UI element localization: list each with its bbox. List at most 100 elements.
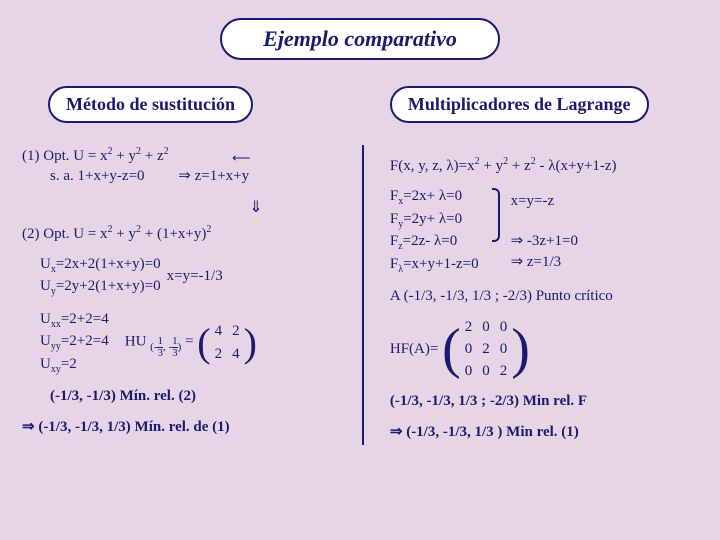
c1-text: (-1/3, -1/3, 1/3 ; -2/3) Min rel. F — [390, 393, 587, 409]
sup: 2 — [164, 146, 169, 157]
Uxxv: =2+2=4 — [61, 311, 109, 327]
frac-d: 3 — [157, 347, 163, 359]
opt1-a: (1) Opt. U = x — [22, 148, 108, 164]
frac-n: 1 — [157, 336, 163, 347]
F-results: x=y=-z ⇒ -3z+1=0 ⇒ z=1/3 — [511, 191, 578, 272]
opt1: (1) Opt. U = x2 + y2 + z2 ⟵ s. a. 1+x+y-… — [22, 145, 370, 187]
divider — [362, 145, 364, 445]
opt1-sa: s. a. 1+x+y-z=0 — [50, 168, 145, 184]
conclusion-1: (-1/3, -1/3, 1/3 ; -2/3) Min rel. F — [390, 391, 698, 411]
Fz: F — [390, 233, 398, 249]
Uyv: =2y+2(1+x+y)=0 — [56, 278, 161, 294]
matrix-2x2: ( 4 2 2 4 ) — [197, 321, 257, 364]
m3-00: 2 — [465, 317, 473, 337]
c2-text: ⇒ (-1/3, -1/3, 1/3 ) Min rel. (1) — [390, 424, 579, 440]
sub: xy — [51, 364, 61, 375]
left-column: Método de sustitución (1) Opt. U = x 2 + … — [22, 86, 380, 452]
ux-uy: Ux=2x+2(1+x+y)=0 Uy=2y+2(1+x+y)=0 — [40, 254, 161, 299]
critical-point: A (-1/3, -1/3, 1/3 ; -2/3) Punto crítico — [390, 286, 698, 306]
Fzv: =2z- λ=0 — [403, 233, 458, 249]
m3-21: 0 — [482, 361, 490, 381]
opt1-b: + y — [113, 148, 136, 164]
down-arrow-icon: ⇓ — [142, 197, 370, 217]
HU-eq: = — [185, 334, 193, 350]
m2-01: 2 — [232, 321, 240, 341]
first-derivs: Ux=2x+2(1+x+y)=0 Uy=2y+2(1+x+y)=0 x=y=-1… — [40, 254, 370, 299]
opt2-b: + y — [113, 226, 136, 242]
opt2: (2) Opt. U = x2 + y2 + (1+x+y)2 — [22, 223, 370, 244]
Fl: F — [390, 256, 398, 272]
Uxyv: =2 — [61, 356, 77, 372]
m3-12: 0 — [500, 339, 508, 359]
HU-label: HU — [125, 334, 147, 350]
bracket-right-icon: ) — [244, 325, 257, 361]
brace-icon — [492, 188, 500, 242]
r3: ⇒ z=1/3 — [511, 254, 562, 270]
opt1-c: + z — [141, 148, 164, 164]
m2-text: (-1/3, -1/3) Mín. rel. (2) — [50, 388, 196, 404]
Uy: U — [40, 278, 51, 294]
Fderivs: Fx=2x+ λ=0 Fy=2y+ λ=0 Fz=2z- λ=0 Fλ=x+y+… — [390, 186, 698, 276]
matrix-3x3: ( 2 0 0 0 2 0 0 0 2 ) — [442, 317, 530, 382]
Ux: U — [40, 256, 51, 272]
min-rel-2: (-1/3, -1/3) Mín. rel. (2) — [50, 386, 370, 406]
right-column: Multiplicadores de Lagrange F(x, y, z, λ… — [380, 86, 698, 452]
Uyyv: =2+2=4 — [61, 333, 109, 349]
lagrangian: F(x, y, z, λ)=x2 + y2 + z2 - λ(x+y+1-z) — [390, 155, 698, 176]
m2-11: 4 — [232, 344, 240, 364]
A-text: A (-1/3, -1/3, 1/3 ; -2/3) Punto crítico — [390, 288, 613, 304]
m3-10: 0 — [465, 339, 473, 359]
second-derivs: Uxx=2+2=4 Uyy=2+2=4 Uxy=2 HU (-13, -13) … — [40, 309, 370, 377]
xyz: x=y=-z — [511, 193, 555, 209]
m3-02: 0 — [500, 317, 508, 337]
uxx-uyy: Uxx=2+2=4 Uyy=2+2=4 Uxy=2 — [40, 309, 109, 377]
Uxx: U — [40, 311, 51, 327]
right-heading: Multiplicadores de Lagrange — [408, 94, 631, 114]
left-heading: Método de sustitución — [66, 94, 235, 114]
m2-00: 4 — [215, 321, 223, 341]
r2: ⇒ -3z+1=0 — [511, 233, 578, 249]
arrow-left-icon: ⟵ — [232, 149, 251, 167]
sup: 2 — [206, 224, 211, 235]
min-rel-1: ⇒ (-1/3, -1/3, 1/3) Mín. rel. de (1) — [22, 417, 370, 437]
F-system: Fx=2x+ λ=0 Fy=2y+ λ=0 Fz=2z- λ=0 Fλ=x+y+… — [390, 186, 479, 276]
F-c: + z — [508, 158, 531, 174]
opt1-z: ⇒ z=1+x+y — [178, 168, 249, 184]
opt2-a: (2) Opt. U = x — [22, 226, 108, 242]
F-a: F(x, y, z, λ)=x — [390, 158, 475, 174]
frac-d: 3 — [172, 347, 178, 359]
columns: Método de sustitución (1) Opt. U = x 2 + … — [22, 86, 698, 452]
right-heading-box: Multiplicadores de Lagrange — [390, 86, 649, 123]
sub: yy — [51, 341, 61, 352]
sub: xx — [51, 319, 61, 330]
mat3-cells: 2 0 0 0 2 0 0 0 2 — [461, 317, 512, 382]
mat2-cells: 4 2 2 4 — [211, 321, 244, 364]
Fy: F — [390, 211, 398, 227]
m3-22: 2 — [500, 361, 508, 381]
Uxy: U — [40, 356, 51, 372]
xy13: x=y=-1/3 — [167, 266, 223, 286]
bracket-right-icon: ) — [511, 324, 530, 374]
Uyy: U — [40, 333, 51, 349]
title-box: Ejemplo comparativo — [220, 18, 500, 60]
frac-n: 1 — [172, 336, 178, 347]
Uxv: =2x+2(1+x+y)=0 — [56, 256, 161, 272]
bracket-left-icon: ( — [442, 324, 461, 374]
title: Ejemplo comparativo — [263, 26, 457, 51]
left-heading-box: Método de sustitución — [48, 86, 253, 123]
Fx: F — [390, 188, 398, 204]
HF-label: HF(A)= — [390, 340, 438, 356]
HU-block: HU (-13, -13) = ( 4 2 2 4 ) — [125, 321, 257, 364]
conclusion-2: ⇒ (-1/3, -1/3, 1/3 ) Min rel. (1) — [390, 422, 698, 442]
m3-20: 0 — [465, 361, 473, 381]
bracket-left-icon: ( — [197, 325, 210, 361]
m3-01: 0 — [482, 317, 490, 337]
F-b: + y — [480, 158, 503, 174]
HF-block: HF(A)= ( 2 0 0 0 2 0 0 0 2 ) — [390, 317, 698, 382]
HU-point: (-13, -13) — [150, 341, 181, 353]
F-d: - λ(x+y+1-z) — [536, 158, 617, 174]
Fyv: =2y+ λ=0 — [403, 211, 462, 227]
m1-text: ⇒ (-1/3, -1/3, 1/3) Mín. rel. de (1) — [22, 419, 230, 435]
Flv: =x+y+1-z=0 — [403, 256, 479, 272]
m2-10: 2 — [215, 344, 223, 364]
